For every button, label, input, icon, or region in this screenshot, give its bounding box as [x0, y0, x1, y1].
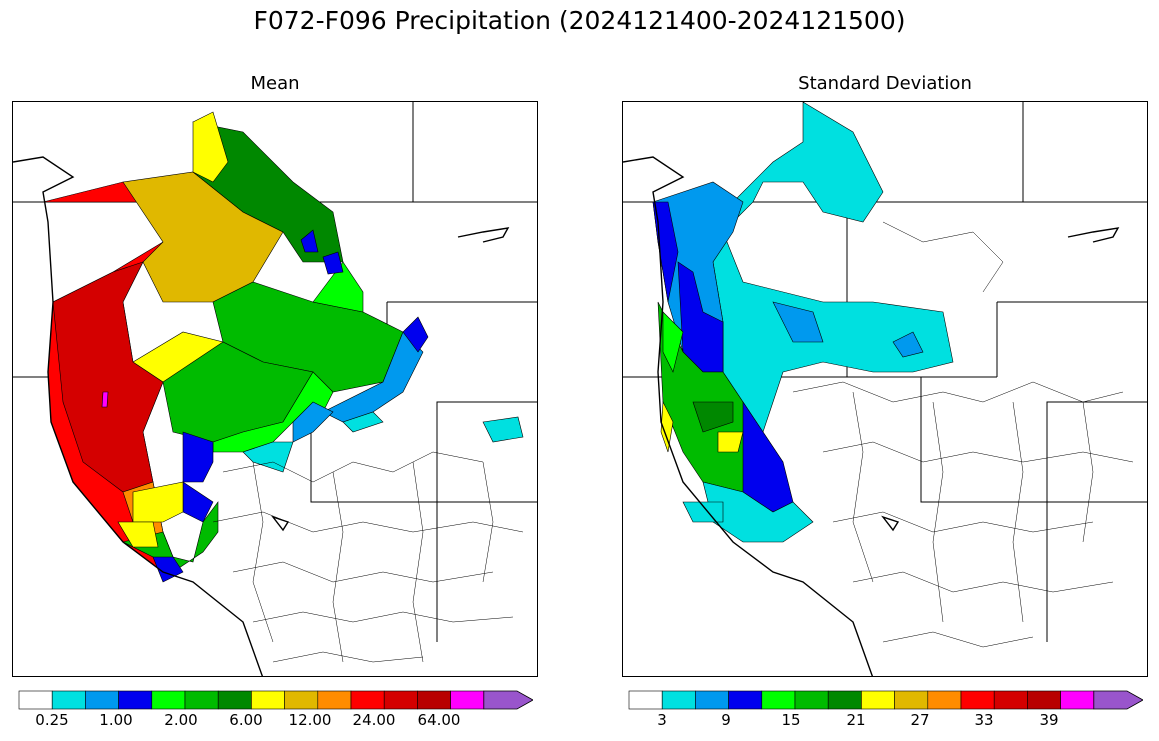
colorbar-swatch — [761, 690, 796, 710]
colorbar-swatch — [284, 690, 319, 710]
colorbar-swatch — [18, 690, 53, 710]
mean-tick-label: 24.00 — [352, 711, 396, 729]
colorbar-swatch — [827, 690, 862, 710]
colorbar-swatch — [1027, 690, 1061, 710]
colorbar-swatch — [151, 690, 186, 710]
mean-tick-label: 64.00 — [417, 711, 461, 729]
colorbar-swatch — [661, 690, 696, 710]
stddev-tick-label: 39 — [1039, 711, 1059, 729]
stddev-map — [622, 101, 1148, 677]
colorbar-swatch — [217, 690, 252, 710]
mean-panel-title: Mean — [250, 73, 300, 94]
mean-tick-label: 2.00 — [164, 711, 198, 729]
colorbar-swatch — [317, 690, 352, 710]
colorbar-swatch — [728, 690, 763, 710]
mean-map — [12, 101, 538, 677]
colorbar-swatch — [85, 690, 119, 710]
colorbar-swatch — [794, 690, 829, 710]
stddev-tick-label: 27 — [910, 711, 930, 729]
colorbar-swatch — [251, 690, 285, 710]
colorbar-swatch — [417, 690, 451, 710]
colorbar-swatch — [960, 690, 995, 710]
colorbar-swatch — [1060, 690, 1095, 710]
stddev-tick-label: 9 — [721, 711, 731, 729]
colorbar-extend-swatch — [483, 690, 533, 710]
mean-tick-label: 0.25 — [35, 711, 69, 729]
colorbar-extend-swatch — [1093, 690, 1143, 710]
stddev-tick-label: 3 — [657, 711, 667, 729]
stddev-tick-label: 21 — [846, 711, 866, 729]
colorbar-swatch — [350, 690, 385, 710]
colorbar-swatch — [118, 690, 153, 710]
mean-colorbar — [18, 690, 533, 710]
stddev-tick-label: 15 — [781, 711, 801, 729]
colorbar-swatch — [861, 690, 895, 710]
mean-tick-label: 6.00 — [229, 711, 263, 729]
colorbar-swatch — [450, 690, 485, 710]
colorbar-swatch — [51, 690, 86, 710]
colorbar-swatch — [184, 690, 219, 710]
colorbar-swatch — [894, 690, 929, 710]
stddev-colorbar — [628, 690, 1143, 710]
colorbar-swatch — [695, 690, 729, 710]
stddev-tick-label: 33 — [974, 711, 994, 729]
colorbar-swatch — [993, 690, 1028, 710]
stddev-panel-title: Standard Deviation — [798, 73, 972, 94]
mean-tick-label: 1.00 — [99, 711, 133, 729]
mean-tick-label: 12.00 — [288, 711, 332, 729]
colorbar-swatch — [383, 690, 418, 710]
colorbar-swatch — [927, 690, 962, 710]
figure-title: F072-F096 Precipitation (2024121400-2024… — [253, 6, 906, 35]
colorbar-swatch — [628, 690, 663, 710]
